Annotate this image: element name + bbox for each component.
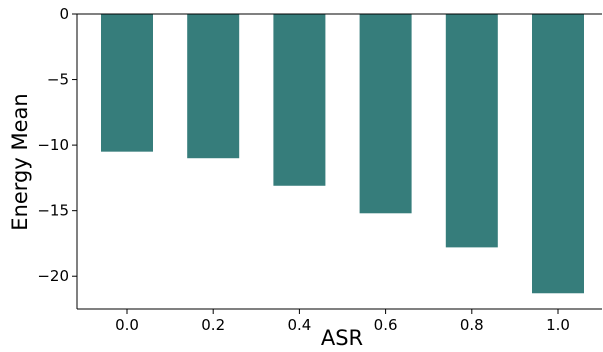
bar-0.8 (445, 14, 498, 248)
bar-0.0 (101, 14, 153, 152)
y-axis-title: Energy Mean (8, 93, 32, 230)
bars-group (101, 14, 584, 294)
x-tick-label: 0.8 (460, 316, 484, 334)
bar-0.6 (359, 14, 412, 214)
y-ticks-group: 0 −5 −10 −15 −20 (37, 5, 77, 285)
x-tick-label: 0.4 (287, 316, 311, 334)
y-tick-label: 0 (59, 5, 69, 23)
x-axis-title: ASR (321, 326, 363, 350)
bar-0.2 (187, 14, 240, 159)
x-tick-label: 0.6 (374, 316, 398, 334)
x-tick-label: 0.2 (201, 316, 225, 334)
y-tick-label: −20 (37, 267, 69, 285)
x-tick-label: 0.0 (115, 316, 139, 334)
y-tick-label: −10 (37, 136, 69, 154)
bar-1.0 (532, 14, 584, 294)
x-ticks-group: 0.0 0.2 0.4 0.6 0.8 1.0 (115, 309, 570, 334)
x-tick-label: 1.0 (546, 316, 570, 334)
y-tick-label: −5 (47, 71, 69, 89)
bar-0.4 (273, 14, 326, 186)
y-tick-label: −15 (37, 202, 69, 220)
